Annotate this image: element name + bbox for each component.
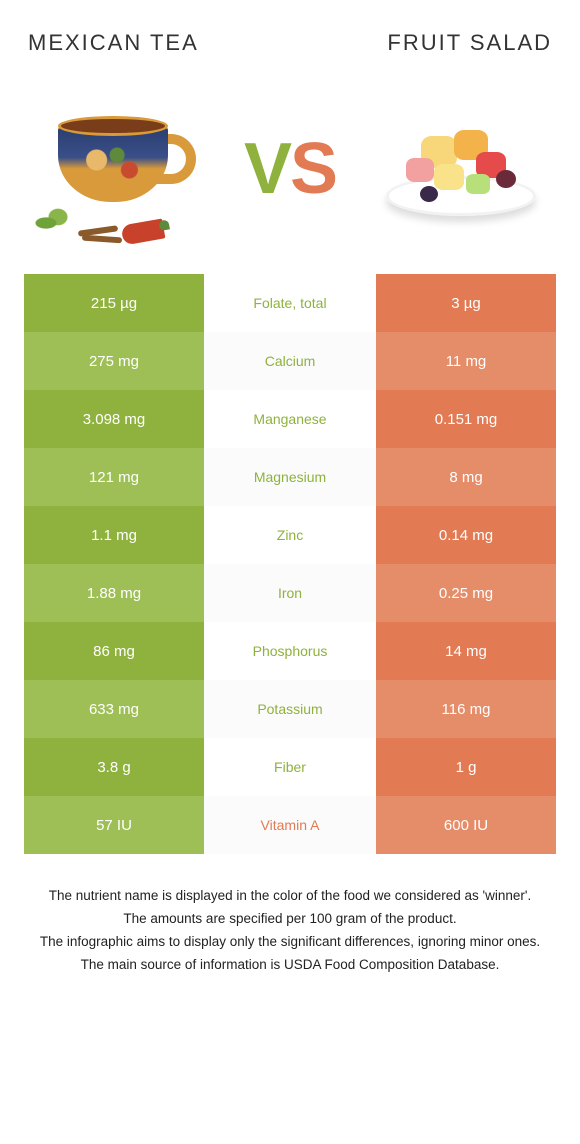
left-value: 1.88 mg — [24, 564, 204, 622]
table-row: 1.88 mgIron0.25 mg — [24, 564, 556, 622]
titles-row: MEXICAN TEA FRUIT SALAD — [24, 30, 556, 64]
nutrient-label: Zinc — [204, 506, 376, 564]
left-value: 633 mg — [24, 680, 204, 738]
left-value: 275 mg — [24, 332, 204, 390]
right-value: 8 mg — [376, 448, 556, 506]
table-row: 1.1 mgZinc0.14 mg — [24, 506, 556, 564]
footnote-line: The nutrient name is displayed in the co… — [28, 886, 552, 907]
table-row: 275 mgCalcium11 mg — [24, 332, 556, 390]
nutrient-table: 215 µgFolate, total3 µg275 mgCalcium11 m… — [24, 274, 556, 854]
title-left: MEXICAN TEA — [28, 30, 199, 56]
right-value: 600 IU — [376, 796, 556, 854]
left-value: 86 mg — [24, 622, 204, 680]
table-row: 86 mgPhosphorus14 mg — [24, 622, 556, 680]
footnote-line: The main source of information is USDA F… — [28, 955, 552, 976]
table-row: 57 IUVitamin A600 IU — [24, 796, 556, 854]
left-value: 1.1 mg — [24, 506, 204, 564]
right-value: 11 mg — [376, 332, 556, 390]
right-value: 0.25 mg — [376, 564, 556, 622]
table-row: 3.8 gFiber1 g — [24, 738, 556, 796]
table-row: 633 mgPotassium116 mg — [24, 680, 556, 738]
nutrient-label: Magnesium — [204, 448, 376, 506]
fruit-salad-illustration — [376, 94, 546, 244]
nutrient-label: Fiber — [204, 738, 376, 796]
vs-s: S — [290, 128, 336, 210]
right-value: 14 mg — [376, 622, 556, 680]
footnote-line: The amounts are specified per 100 gram o… — [28, 909, 552, 930]
nutrient-label: Phosphorus — [204, 622, 376, 680]
left-value: 215 µg — [24, 274, 204, 332]
vs-v: V — [244, 128, 290, 210]
right-value: 116 mg — [376, 680, 556, 738]
right-value: 0.151 mg — [376, 390, 556, 448]
mexican-tea-illustration — [34, 94, 204, 244]
left-value: 3.098 mg — [24, 390, 204, 448]
footnote-line: The infographic aims to display only the… — [28, 932, 552, 953]
right-value: 1 g — [376, 738, 556, 796]
table-row: 121 mgMagnesium8 mg — [24, 448, 556, 506]
nutrient-label: Folate, total — [204, 274, 376, 332]
hero-row: VS — [24, 64, 556, 274]
left-value: 57 IU — [24, 796, 204, 854]
nutrient-label: Calcium — [204, 332, 376, 390]
nutrient-label: Vitamin A — [204, 796, 376, 854]
table-row: 3.098 mgManganese0.151 mg — [24, 390, 556, 448]
left-value: 3.8 g — [24, 738, 204, 796]
title-right: FRUIT SALAD — [387, 30, 552, 56]
footnotes: The nutrient name is displayed in the co… — [24, 854, 556, 976]
left-value: 121 mg — [24, 448, 204, 506]
vs-label: VS — [244, 128, 336, 210]
right-value: 0.14 mg — [376, 506, 556, 564]
nutrient-label: Potassium — [204, 680, 376, 738]
nutrient-label: Iron — [204, 564, 376, 622]
table-row: 215 µgFolate, total3 µg — [24, 274, 556, 332]
right-value: 3 µg — [376, 274, 556, 332]
nutrient-label: Manganese — [204, 390, 376, 448]
